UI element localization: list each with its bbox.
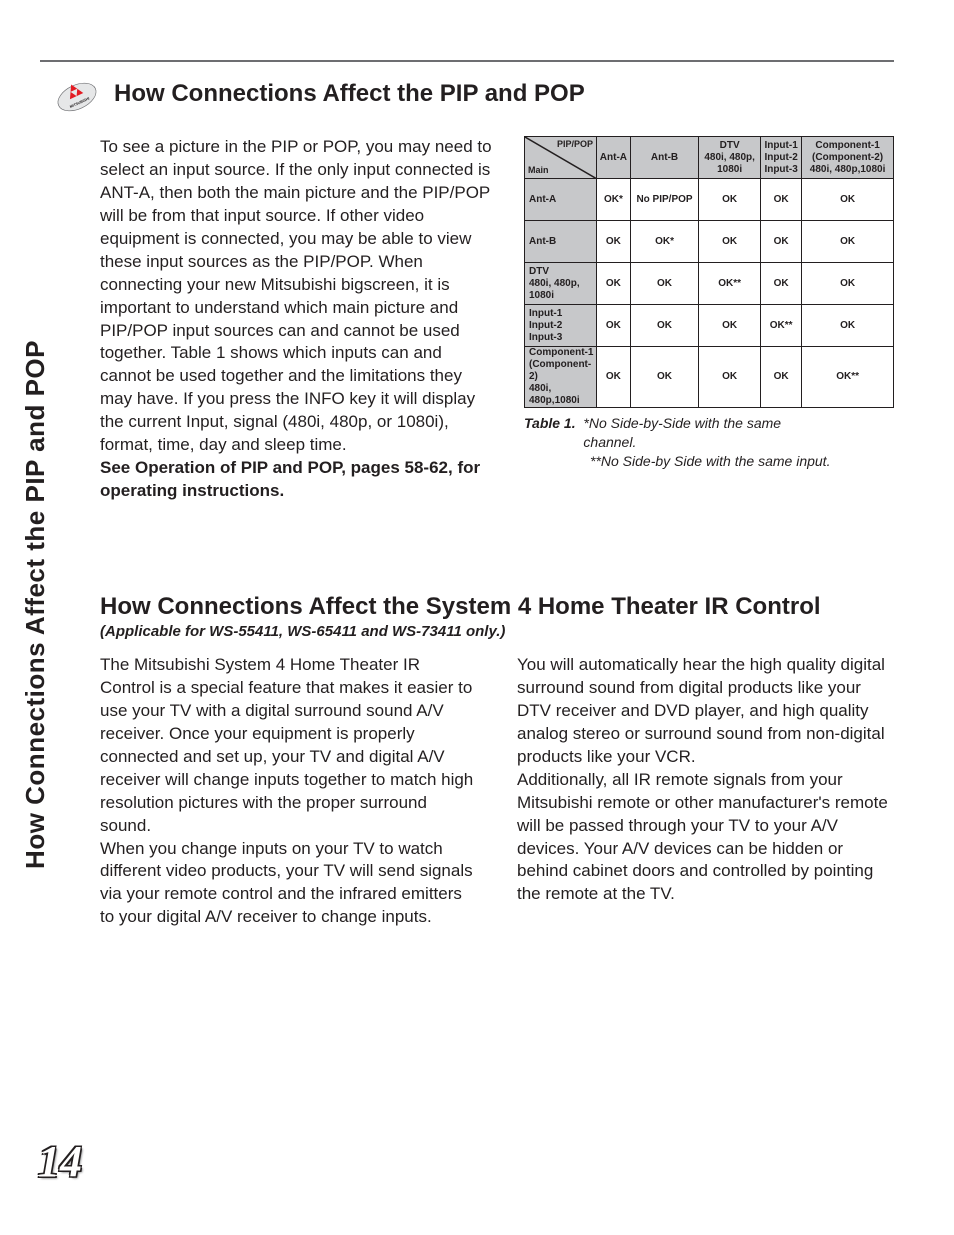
cell: OK [761,221,802,263]
cell: OK [761,179,802,221]
rowhead: Ant-B [525,221,597,263]
pip-pop-table: PIP/POP Main Ant-A Ant-B DTV480i, 480p,1… [524,136,894,408]
cell: OK [699,179,761,221]
cell: OK [699,347,761,408]
cell: OK [597,221,631,263]
cell: OK* [630,221,698,263]
section2-col2: You will automatically hear the high qua… [517,654,894,929]
colhead: Ant-A [597,137,631,179]
rowhead: DTV480i, 480p, 1080i [525,263,597,305]
cell: No PIP/POP [630,179,698,221]
table-corner: PIP/POP Main [525,137,597,179]
section1-table-area: PIP/POP Main Ant-A Ant-B DTV480i, 480p,1… [524,136,894,503]
section1-title: How Connections Affect the PIP and POP [114,80,585,108]
caption-line2: **No Side-by Side with the same input. [590,453,830,469]
table-caption: Table 1. *No Side-by-Side with the same … [524,414,894,471]
section1-header: MITSUBISHI How Connections Affect the PI… [60,80,894,126]
rowhead: Ant-A [525,179,597,221]
cell: OK** [802,347,894,408]
section2-col1: The Mitsubishi System 4 Home Theater IR … [100,654,477,929]
cell: OK [699,221,761,263]
page-number: 14 [38,1136,82,1187]
colhead: Input-1Input-2Input-3 [761,137,802,179]
cell: OK [699,305,761,347]
side-tab-label: How Connections Affect the PIP and POP [20,340,51,869]
cell: OK** [761,305,802,347]
colhead: DTV480i, 480p,1080i [699,137,761,179]
colhead: Component-1(Component-2)480i, 480p,1080i [802,137,894,179]
rowhead: Input-1Input-2Input-3 [525,305,597,347]
section2-title: How Connections Affect the System 4 Home… [100,593,894,621]
section2-columns: The Mitsubishi System 4 Home Theater IR … [100,654,894,929]
cell: OK [630,263,698,305]
cell: OK [597,305,631,347]
cell: OK [597,347,631,408]
section1-body: To see a picture in the PIP or POP, you … [100,136,496,503]
caption-label: Table 1. [524,415,576,431]
colhead: Ant-B [630,137,698,179]
caption-line1: *No Side-by-Side with the same channel. [583,414,823,452]
section1-columns: To see a picture in the PIP or POP, you … [100,136,894,503]
diag-top: PIP/POP [557,139,593,150]
cell: OK [802,179,894,221]
cell: OK [597,263,631,305]
cell: OK [802,305,894,347]
diag-bot: Main [528,165,549,176]
section2-subtitle: (Applicable for WS-55411, WS-65411 and W… [100,623,894,640]
section1-body-text: To see a picture in the PIP or POP, you … [100,137,492,454]
section2: How Connections Affect the System 4 Home… [100,593,894,929]
cell: OK [630,347,698,408]
cell: OK [761,347,802,408]
mitsubishi-logo-icon: MITSUBISHI [54,74,100,120]
cell: OK* [597,179,631,221]
cell: OK [802,263,894,305]
cell: OK [630,305,698,347]
cell: OK [802,221,894,263]
rowhead: Component-1(Component-2)480i, 480p,1080i [525,347,597,408]
section1-body-bold: See Operation of PIP and POP, pages 58-6… [100,458,480,500]
top-rule [40,60,894,62]
cell: OK** [699,263,761,305]
cell: OK [761,263,802,305]
